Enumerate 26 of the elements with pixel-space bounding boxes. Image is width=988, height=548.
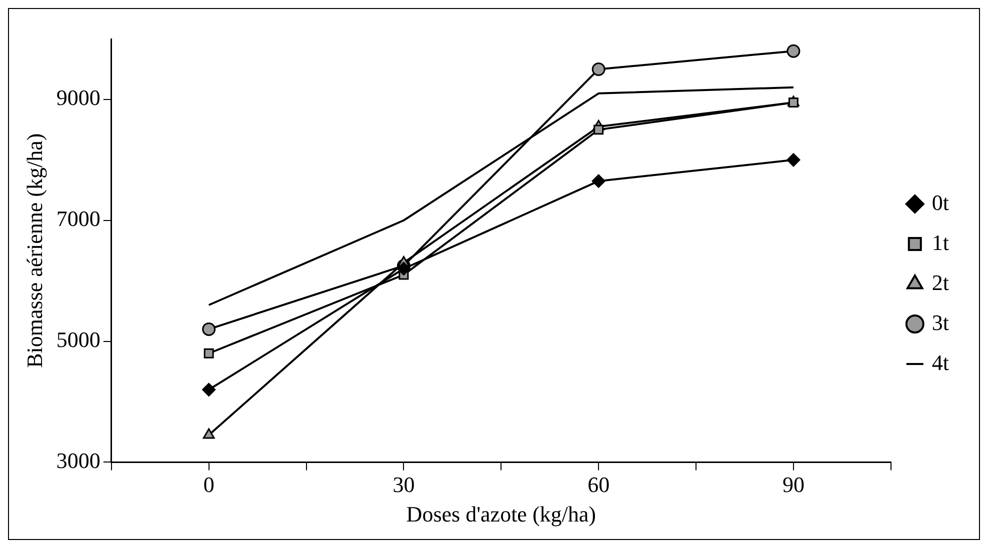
legend-label: 4t	[932, 350, 950, 375]
y-tick-label: 5000	[56, 327, 100, 352]
point	[594, 124, 604, 135]
point	[592, 62, 606, 76]
y-tick-label: 3000	[56, 448, 100, 473]
point	[202, 382, 216, 396]
legend-label: 1t	[932, 230, 950, 255]
legend-label: 3t	[932, 310, 950, 335]
point	[786, 44, 800, 58]
x-tick-label: 30	[392, 472, 415, 498]
x-tick-label: 90	[782, 472, 804, 498]
y-axis-title: Biomasse aérienne (kg/ha)	[22, 133, 47, 368]
point	[202, 428, 215, 439]
point	[788, 97, 798, 108]
legend-label: 0t	[932, 190, 950, 215]
y-tick-label: 7000	[56, 206, 100, 232]
x-axis-title: Doses d'azote (kg/ha)	[406, 502, 596, 527]
x-tick-label: 60	[588, 472, 610, 498]
y-tick-label: 9000	[56, 85, 100, 110]
point	[396, 262, 410, 276]
legend-label: 2t	[932, 270, 950, 295]
point	[592, 174, 606, 188]
point	[202, 322, 216, 336]
point	[204, 348, 214, 358]
x-tick-label: 0	[203, 472, 214, 498]
point	[786, 153, 800, 167]
